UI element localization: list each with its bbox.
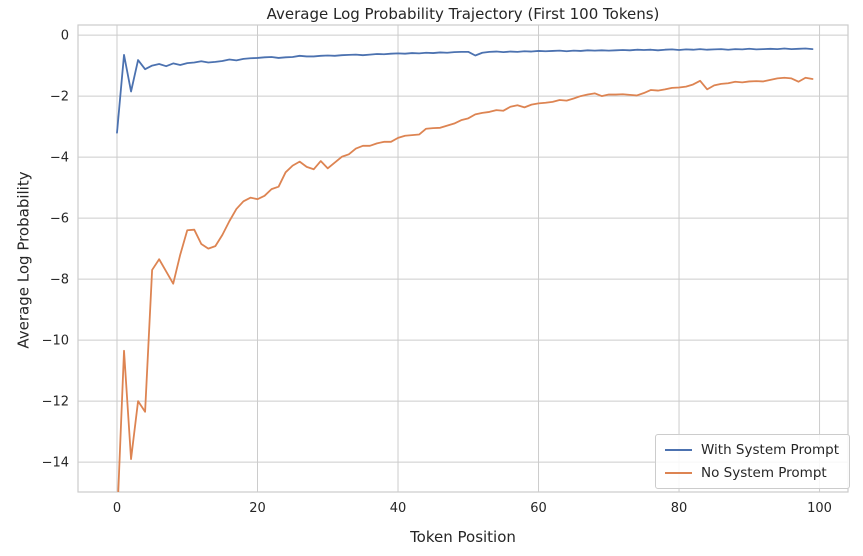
y-tick-label: −8 [50, 273, 69, 288]
legend-item: No System Prompt [664, 463, 839, 483]
x-tick-labels: 0 20 40 60 80 100 [113, 501, 832, 516]
y-tick-label: −12 [42, 395, 69, 410]
y-tick-label: −10 [42, 334, 69, 349]
chart-title: Average Log Probability Trajectory (Firs… [266, 5, 660, 23]
legend: With System Prompt No System Prompt [654, 434, 850, 489]
x-tick-label: 60 [530, 501, 547, 516]
y-tick-labels: 0 −2 −4 −6 −8 −10 −12 −14 [42, 29, 69, 471]
series-line-with-system-prompt [116, 47, 814, 134]
y-tick-label: −2 [50, 90, 69, 105]
gridlines [78, 25, 848, 492]
legend-item: With System Prompt [664, 440, 839, 460]
legend-label: No System Prompt [700, 465, 827, 481]
y-tick-label: −14 [42, 456, 69, 471]
x-axis-label: Token Position [410, 528, 516, 546]
y-tick-label: −6 [50, 212, 69, 227]
x-tick-label: 0 [113, 501, 121, 516]
x-tick-label: 20 [249, 501, 266, 516]
series-line-no-system-prompt [117, 76, 814, 492]
legend-label: With System Prompt [700, 442, 839, 458]
x-tick-label: 100 [807, 501, 832, 516]
legend-line-swatch-blue [664, 449, 692, 451]
legend-line-swatch-orange [664, 472, 692, 474]
x-tick-label: 40 [390, 501, 407, 516]
x-tick-label: 80 [671, 501, 688, 516]
plot-background [78, 25, 848, 492]
axes-frame [77, 24, 849, 493]
y-tick-label: 0 [61, 29, 69, 44]
y-tick-label: −4 [50, 151, 69, 166]
